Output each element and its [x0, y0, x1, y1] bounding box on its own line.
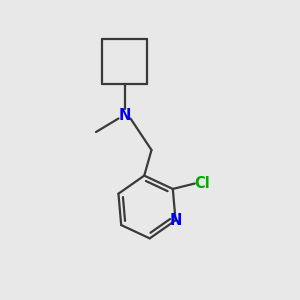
Text: N: N — [169, 213, 182, 228]
Text: N: N — [118, 108, 131, 123]
Text: Cl: Cl — [194, 176, 210, 191]
